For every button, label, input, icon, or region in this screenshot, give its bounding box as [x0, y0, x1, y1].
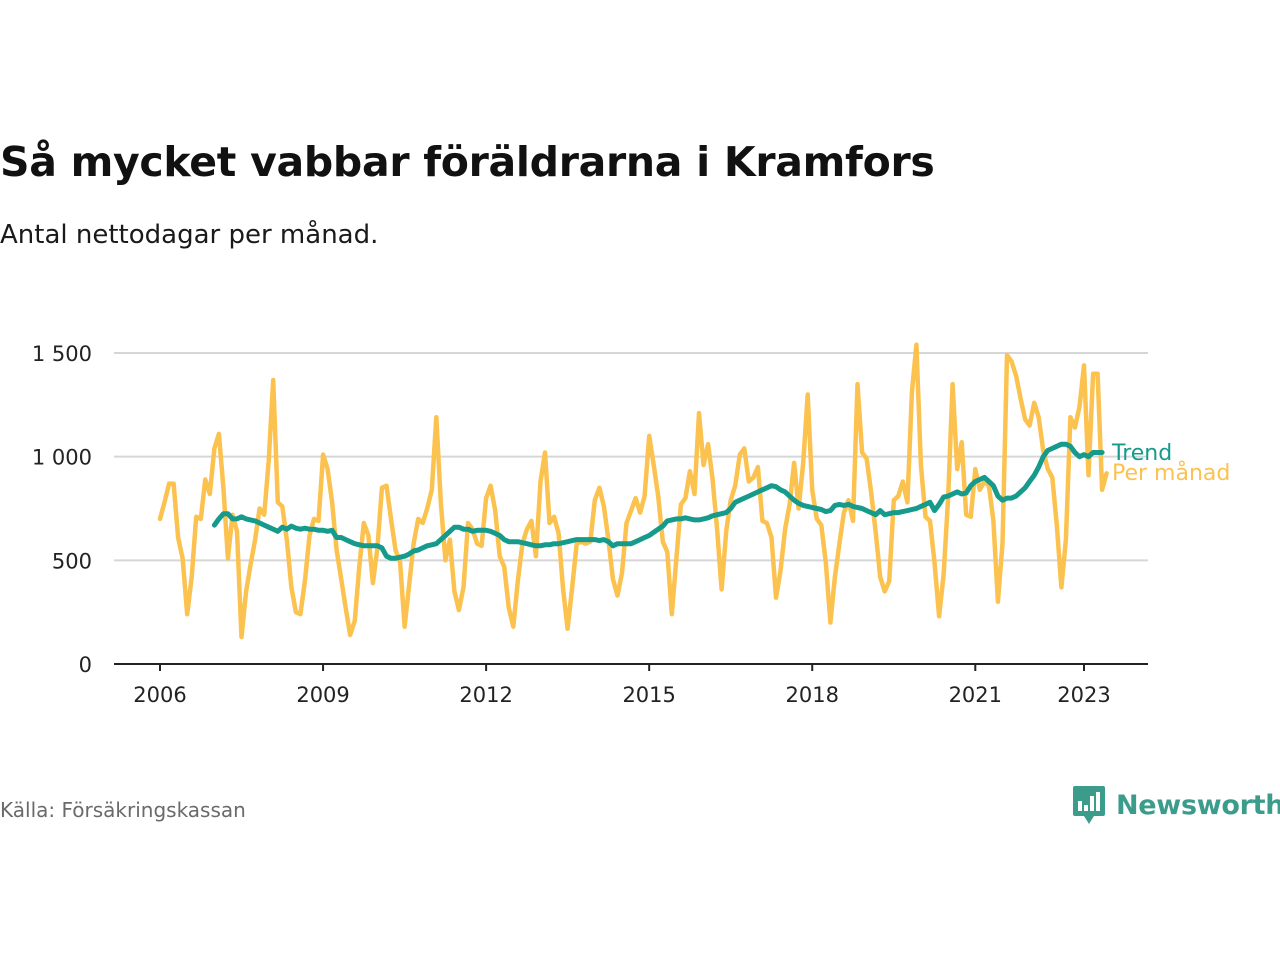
y-tick-label: 1 000 — [32, 446, 92, 470]
series-line-trend — [211, 441, 1105, 561]
label-per-month: Per månad — [1112, 460, 1230, 486]
chart-title: Så mycket vabbar föräldrarna i Kramfors — [0, 138, 935, 186]
x-tick-label: 2021 — [949, 683, 1002, 707]
x-tick-label: 2015 — [622, 683, 675, 707]
x-tick-label: 2012 — [459, 683, 512, 707]
y-tick-label: 0 — [79, 653, 92, 677]
label-trend: Trend — [1111, 441, 1172, 466]
source-note: Källa: Försäkringskassan — [0, 798, 246, 822]
brand-logo[interactable]: Newsworthy — [1072, 784, 1280, 826]
series-lines — [157, 342, 1109, 640]
y-tick-label: 500 — [52, 549, 92, 573]
y-axis-ticks: 0 500 1 000 1 500 — [32, 342, 92, 677]
x-tick-label: 2009 — [296, 683, 349, 707]
gridlines — [114, 352, 1148, 562]
y-tick-label: 1 500 — [32, 342, 92, 366]
series-line-per-month — [157, 342, 1109, 640]
brand-name: Newsworthy — [1116, 789, 1280, 821]
x-tick-label: 2018 — [786, 683, 839, 707]
bar-chart-bubble-icon — [1073, 786, 1105, 824]
x-tick-label: 2006 — [133, 683, 186, 707]
x-tick-label: 2023 — [1057, 683, 1110, 707]
x-axis-ticks: 2006 2009 2012 2015 2018 2021 2023 — [133, 664, 1111, 707]
chart-subtitle: Antal nettodagar per månad. — [0, 220, 379, 250]
